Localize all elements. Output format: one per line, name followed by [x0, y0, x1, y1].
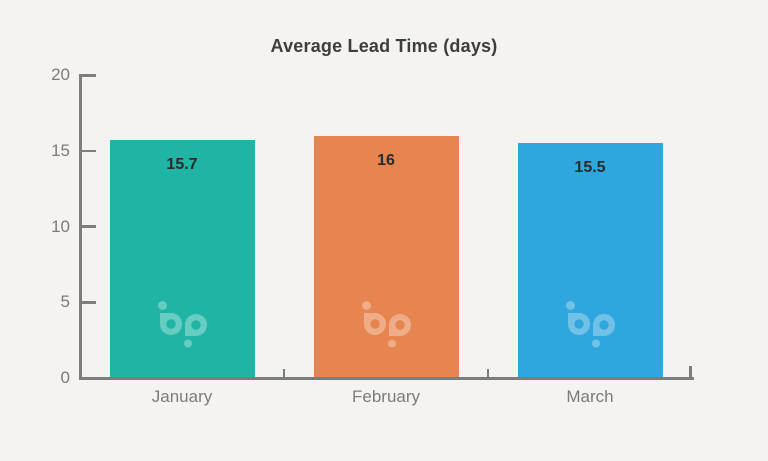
- x-axis-line: [78, 376, 694, 380]
- logo-letter-p: [593, 314, 615, 336]
- x-axis-end-tick: [689, 365, 692, 377]
- bar-value-label-february: 16: [377, 151, 395, 169]
- logo-letter-p: [185, 314, 207, 336]
- logo-dot-bottom: [388, 339, 396, 348]
- x-axis-label-march: March: [566, 387, 614, 406]
- bar-march[interactable]: 15.5: [517, 143, 663, 378]
- logo-dot-top: [362, 301, 371, 310]
- bipp-logo-watermark-icon: [362, 301, 411, 348]
- y-axis-tick-label-10: 10: [51, 216, 70, 236]
- bar-january[interactable]: 15.7: [109, 140, 255, 378]
- bar-value-label-january: 15.7: [166, 156, 198, 174]
- bar-value-label-march: 15.5: [574, 159, 606, 177]
- logo-dot-bottom: [592, 339, 600, 348]
- logo-dot-bottom: [184, 339, 192, 348]
- y-axis-tick-label-5: 5: [60, 292, 70, 312]
- logo-letter-b: [364, 313, 386, 335]
- y-axis-tick-10: [81, 225, 96, 228]
- y-axis-tick-label-15: 15: [51, 140, 70, 160]
- y-axis-tick-20: [81, 74, 96, 77]
- logo-letter-b: [160, 313, 182, 335]
- logo-dot-top: [158, 301, 167, 310]
- logo-letter-p: [389, 314, 411, 336]
- x-axis-label-february: February: [351, 387, 421, 406]
- bipp-logo-watermark-icon: [158, 301, 207, 348]
- bipp-logo-watermark-icon: [566, 301, 615, 348]
- chart-title: Average Lead Time (days): [270, 36, 498, 56]
- x-axis-tick-2: [486, 368, 490, 377]
- x-axis-label-january: January: [151, 387, 213, 406]
- x-axis-tick-1: [282, 368, 286, 377]
- logo-letter-b: [568, 313, 590, 335]
- y-axis-tick-label-20: 20: [51, 65, 70, 84]
- y-axis-tick-15: [81, 149, 96, 152]
- y-axis-tick-5: [81, 301, 96, 304]
- y-axis-tick-label-0: 0: [60, 368, 70, 387]
- logo-dot-top: [566, 301, 575, 310]
- bar-february[interactable]: 16: [313, 135, 459, 378]
- plot-area: 0 5 10 15 20 15.7 January 16 February 15.5 Marc…: [51, 65, 694, 406]
- y-axis-line: [78, 74, 82, 379]
